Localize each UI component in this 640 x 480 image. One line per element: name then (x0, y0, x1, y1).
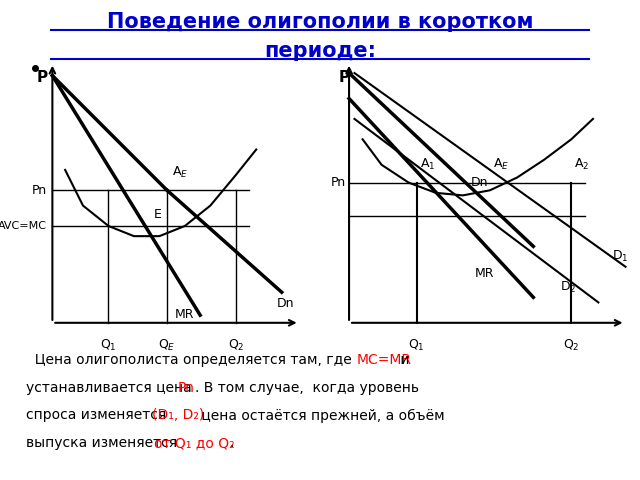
Text: E: E (154, 208, 162, 221)
Text: A$_E$: A$_E$ (493, 157, 509, 172)
Text: AVC=MC: AVC=MC (0, 221, 47, 231)
Text: периоде:: периоде: (264, 41, 376, 61)
Text: спроса изменяется: спроса изменяется (26, 408, 170, 422)
Text: Q$_1$: Q$_1$ (100, 338, 116, 353)
Text: P: P (37, 71, 48, 85)
Text: Dn: Dn (471, 176, 488, 189)
Text: и: и (396, 353, 409, 367)
Text: Pn: Pn (332, 176, 346, 189)
Text: (D₁, D₂): (D₁, D₂) (152, 408, 205, 422)
Text: Dn: Dn (276, 297, 294, 311)
Text: Pn: Pn (178, 381, 195, 395)
Text: Pn: Pn (32, 184, 47, 197)
Text: Q$_2$: Q$_2$ (563, 338, 580, 353)
Text: A$_2$: A$_2$ (574, 157, 589, 172)
Text: Q$_1$: Q$_1$ (408, 338, 425, 353)
Text: устанавливается цена: устанавливается цена (26, 381, 196, 395)
Text: .: . (229, 436, 234, 450)
Text: . В том случае,  когда уровень: . В том случае, когда уровень (195, 381, 419, 395)
Text: цена остаётся прежней, а объём: цена остаётся прежней, а объём (197, 408, 445, 422)
Text: Q$_E$: Q$_E$ (158, 338, 176, 353)
Text: D$_2$: D$_2$ (561, 279, 577, 295)
Text: MR: MR (175, 308, 194, 321)
Text: D$_1$: D$_1$ (612, 249, 628, 264)
Text: MR: MR (475, 267, 494, 280)
Text: от Q₁ до Q₂: от Q₁ до Q₂ (154, 436, 234, 450)
Text: Q$_2$: Q$_2$ (228, 338, 244, 353)
Text: P: P (338, 71, 349, 85)
Text: Поведение олигополии в коротком: Поведение олигополии в коротком (107, 12, 533, 32)
Text: Цена олигополиста определяется там, где: Цена олигополиста определяется там, где (26, 353, 356, 367)
Text: A$_1$: A$_1$ (419, 157, 435, 172)
Text: выпуска изменяется: выпуска изменяется (26, 436, 181, 450)
Text: A$_E$: A$_E$ (172, 165, 188, 180)
Text: MC=MR: MC=MR (357, 353, 412, 367)
